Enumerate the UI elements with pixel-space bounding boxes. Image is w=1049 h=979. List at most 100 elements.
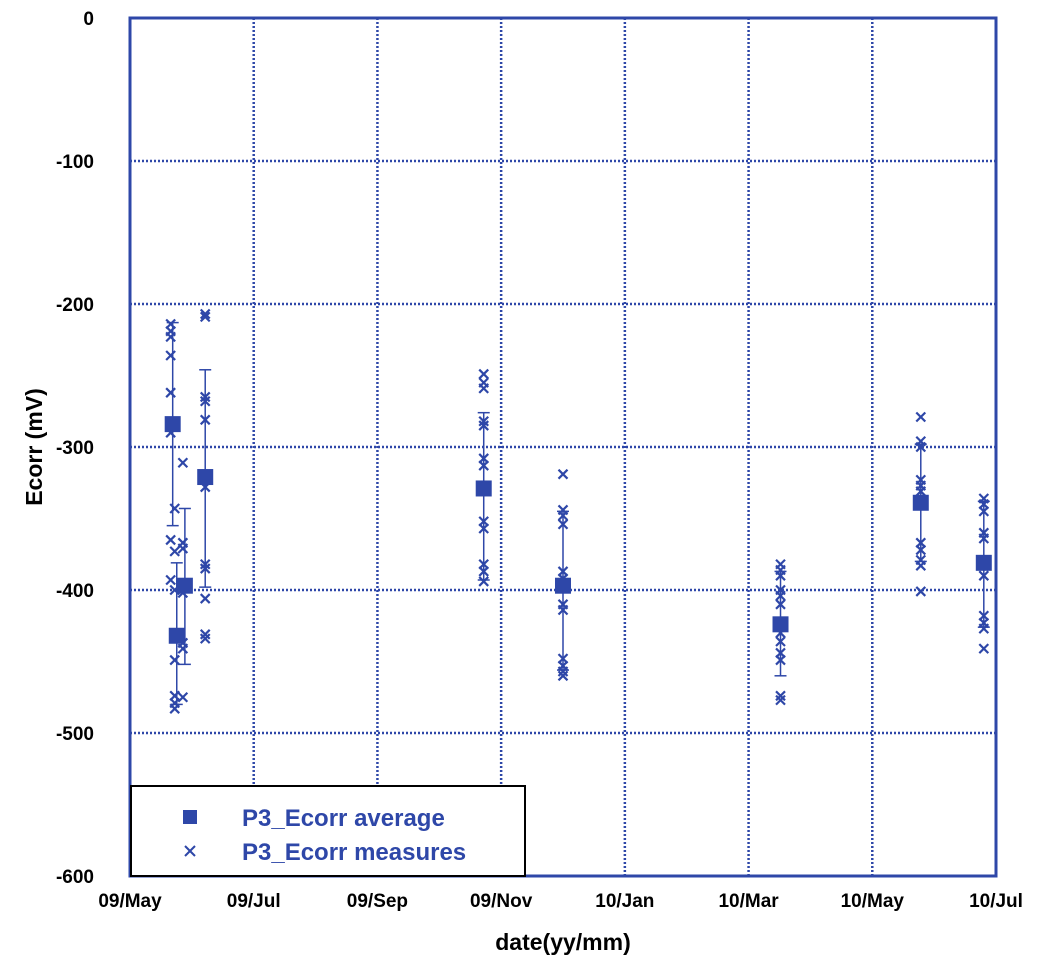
measure-stroke <box>775 636 786 647</box>
measure-marker <box>478 523 489 534</box>
measure-marker <box>775 570 786 581</box>
measure-stroke <box>478 576 489 587</box>
measure-stroke <box>165 387 176 398</box>
y-tick-labels: 0 -100 -200 -300 -400 -500 -600 <box>56 9 94 888</box>
measure-stroke <box>775 570 786 581</box>
measure-stroke <box>915 486 927 497</box>
measure-marker <box>177 691 189 703</box>
measure-marker <box>775 590 786 601</box>
measure-stroke <box>177 691 189 703</box>
measure-marker <box>557 510 569 521</box>
average-marker <box>475 480 492 497</box>
x-tick-label: 10/Jan <box>595 891 654 912</box>
measure-stroke <box>177 543 189 554</box>
measure-marker <box>478 368 489 380</box>
measure-stroke <box>775 590 786 601</box>
measure-marker <box>165 331 176 343</box>
legend-label-measures: P3_Ecorr measures <box>242 839 466 866</box>
measure-marker <box>915 586 927 597</box>
measure-stroke <box>557 518 569 530</box>
measure-stroke <box>165 331 176 343</box>
error-bars <box>166 321 990 706</box>
average-marker <box>168 627 185 644</box>
measure-stroke <box>478 368 489 380</box>
measure-marker <box>478 420 489 431</box>
measure-marker <box>915 411 927 423</box>
measure-marker <box>478 460 489 471</box>
measure-marker <box>478 383 489 394</box>
measure-stroke <box>478 383 489 394</box>
measure-marker <box>915 560 927 571</box>
data-marks <box>164 308 992 714</box>
average-marker <box>555 577 571 594</box>
measure-stroke <box>199 391 211 403</box>
legend-box <box>130 785 526 877</box>
measure-stroke <box>775 690 786 702</box>
average-marker <box>975 554 992 571</box>
measure-stroke <box>199 593 211 604</box>
y-tick-label: 0 <box>83 9 94 30</box>
x-tick-label: 10/Mar <box>718 891 779 912</box>
measure-stroke <box>915 544 927 556</box>
measure-stroke <box>915 560 927 571</box>
measure-marker <box>915 441 927 453</box>
x-tick-label: 09/May <box>98 891 162 912</box>
measure-stroke <box>775 694 786 706</box>
average-marker <box>176 577 193 594</box>
measure-marker <box>177 457 189 469</box>
measure-marker <box>978 506 990 517</box>
measure-stroke <box>978 533 990 544</box>
y-tick-label: -100 <box>56 152 94 173</box>
measure-marker <box>978 570 990 581</box>
measure-marker <box>915 544 927 556</box>
measure-marker <box>978 533 990 544</box>
measure-stroke <box>199 633 211 644</box>
measure-marker <box>199 308 211 320</box>
measure-stroke <box>199 563 211 574</box>
measure-stroke <box>557 670 569 682</box>
measure-marker <box>199 633 211 644</box>
measure-stroke <box>557 604 569 616</box>
x-tick-label: 09/Sep <box>347 891 408 912</box>
measure-marker <box>199 414 211 426</box>
measure-marker <box>775 636 786 647</box>
measure-marker <box>775 599 786 610</box>
measure-marker <box>169 703 181 714</box>
x-tick-label: 10/Jul <box>969 891 1023 912</box>
measure-marker <box>165 574 176 586</box>
legend: P3_Ecorr average P3_Ecorr measures <box>130 785 526 877</box>
measure-marker <box>978 643 990 654</box>
measure-stroke <box>775 654 786 666</box>
x-tick-labels: 09/May 09/Jul 09/Sep 09/Nov 10/Jan 10/Mar 10/M… <box>98 891 1023 912</box>
x-tick-label: 09/Nov <box>470 891 533 912</box>
measure-stroke <box>199 311 211 323</box>
average-marker <box>164 416 181 433</box>
measure-stroke <box>978 506 990 517</box>
measure-stroke <box>478 460 489 471</box>
measure-marker <box>557 670 569 682</box>
measure-marker <box>199 629 211 640</box>
measure-stroke <box>978 623 990 634</box>
y-tick-label: -200 <box>56 295 94 316</box>
x-tick-label: 09/Jul <box>227 891 281 912</box>
y-tick-label: -600 <box>56 867 94 888</box>
measure-stroke <box>978 643 990 654</box>
measure-marker <box>199 391 211 403</box>
measure-stroke <box>478 420 489 431</box>
measure-stroke <box>165 574 176 586</box>
measure-marker <box>557 518 569 530</box>
grid-lines <box>130 18 996 876</box>
measure-stroke <box>557 510 569 521</box>
measure-stroke <box>557 666 569 677</box>
measure-marker <box>775 654 786 666</box>
measure-stroke <box>199 395 211 407</box>
measure-marker <box>775 690 786 702</box>
measure-stroke <box>775 599 786 610</box>
measure-marker <box>199 563 211 574</box>
measure-stroke <box>177 457 189 469</box>
measure-stroke <box>199 629 211 640</box>
legend-cross-icon <box>184 845 196 857</box>
measure-stroke <box>978 570 990 581</box>
measure-stroke <box>177 643 189 654</box>
